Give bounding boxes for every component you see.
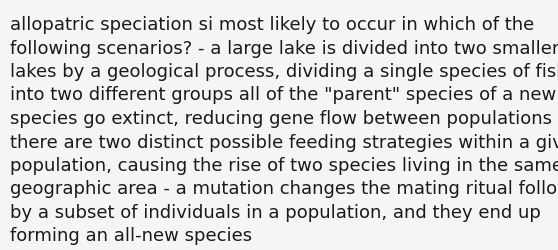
Text: by a subset of individuals in a population, and they end up: by a subset of individuals in a populati… (10, 203, 541, 221)
Text: into two different groups all of the "parent" species of a new: into two different groups all of the "pa… (10, 86, 556, 104)
Text: allopatric speciation si most likely to occur in which of the: allopatric speciation si most likely to … (10, 16, 534, 34)
Text: following scenarios? - a large lake is divided into two smaller: following scenarios? - a large lake is d… (10, 39, 558, 57)
Text: there are two distinct possible feeding strategies within a given: there are two distinct possible feeding … (10, 133, 558, 151)
Text: geographic area - a mutation changes the mating ritual followed: geographic area - a mutation changes the… (10, 180, 558, 198)
Text: lakes by a geological process, dividing a single species of fish: lakes by a geological process, dividing … (10, 63, 558, 81)
Text: forming an all-new species: forming an all-new species (10, 226, 252, 244)
Text: population, causing the rise of two species living in the same: population, causing the rise of two spec… (10, 156, 558, 174)
Text: species go extinct, reducing gene flow between populations: species go extinct, reducing gene flow b… (10, 110, 552, 128)
